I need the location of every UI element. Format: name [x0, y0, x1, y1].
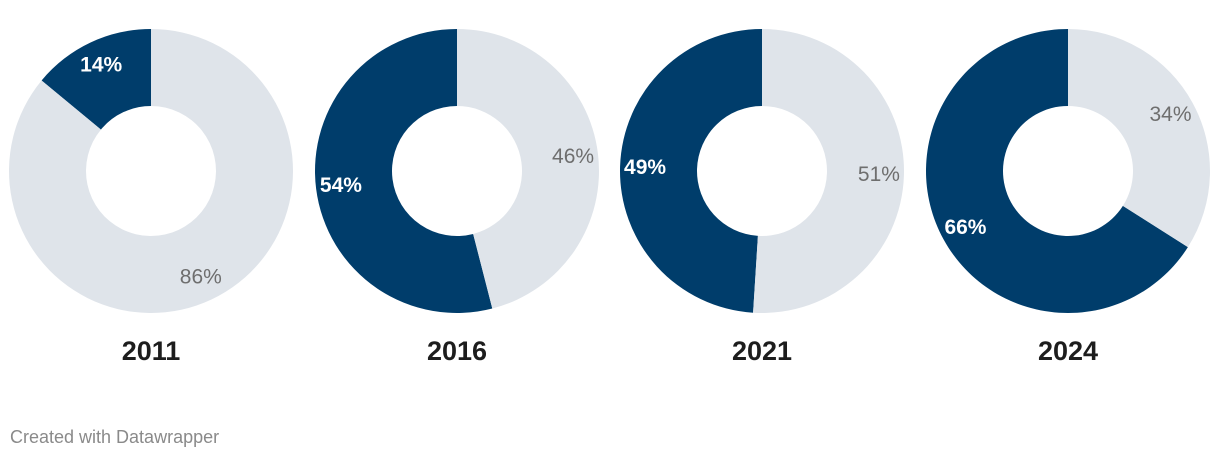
slice-rest-label: 46%	[552, 145, 594, 168]
slice-rest-label: 51%	[858, 163, 900, 186]
slice-rest-label: 86%	[180, 265, 222, 288]
slice-highlight-label: 49%	[624, 156, 666, 179]
slice-rest-label: 34%	[1150, 103, 1192, 126]
slice-highlight	[926, 29, 1188, 313]
donut-2024: 66% 34% 2024	[926, 29, 1210, 366]
slice-highlight	[315, 29, 493, 313]
slice-rest	[8, 29, 293, 313]
slice-rest	[753, 29, 905, 313]
slice-highlight-label: 66%	[944, 216, 986, 239]
slice-rest	[457, 29, 600, 309]
slice-highlight	[41, 28, 151, 130]
slice-highlight	[620, 29, 762, 313]
year-label: 2024	[1038, 336, 1098, 366]
donut-2021: 49% 51% 2021	[620, 29, 905, 366]
year-label: 2016	[427, 336, 487, 366]
year-label: 2011	[122, 336, 181, 366]
year-label: 2021	[732, 336, 792, 366]
slice-highlight-label: 54%	[320, 174, 362, 197]
slice-rest	[1068, 29, 1210, 248]
donut-chart-group: 14% 86% 2011 54% 46% 2016 49% 51% 2021 66% 34% 2024	[8, 28, 1210, 366]
donut-2011: 14% 86% 2011	[8, 28, 293, 366]
slice-highlight-label: 14%	[80, 54, 122, 77]
footer-credit: Created with Datawrapper	[10, 427, 220, 447]
donut-2016: 54% 46% 2016	[315, 29, 600, 366]
